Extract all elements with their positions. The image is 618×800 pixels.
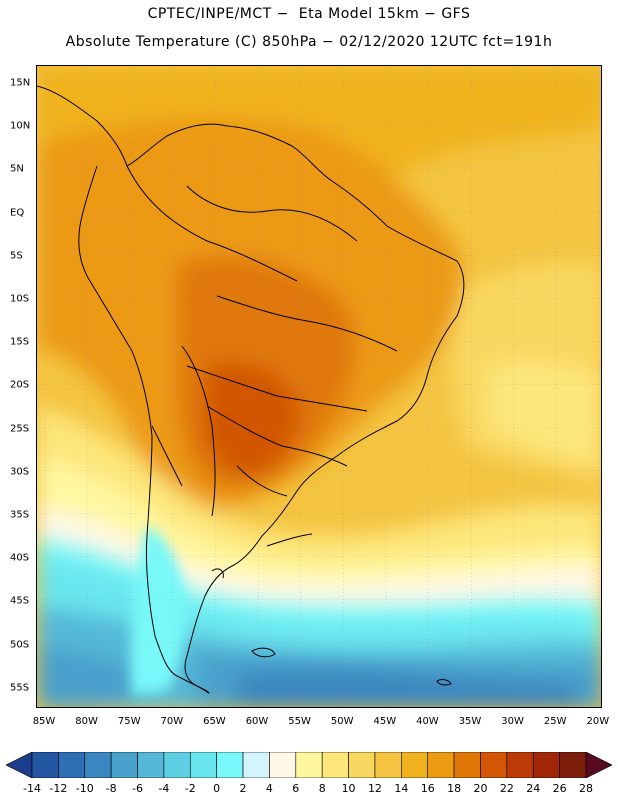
colorbar-tick-label: 18	[447, 782, 462, 795]
colorbar-tick-label: -2	[184, 782, 196, 795]
colorbar-tick-label: 22	[499, 782, 514, 795]
colorbar-tick-label: 28	[579, 782, 593, 795]
colorbar-tick-label: 2	[239, 782, 247, 795]
lat-label: 50S	[10, 639, 30, 651]
colorbar-tick-label: -10	[75, 782, 94, 795]
colorbar-swatch	[506, 752, 534, 778]
colorbar-swatch	[137, 752, 165, 778]
colorbar-swatch	[242, 752, 270, 778]
temperature-map	[36, 65, 602, 708]
lon-label: 70W	[160, 716, 184, 727]
lon-label: 55W	[288, 716, 311, 727]
temperature-field	[37, 66, 601, 707]
colorbar-swatch	[401, 752, 429, 778]
colorbar-swatch	[480, 752, 508, 778]
colorbar-swatch	[427, 752, 455, 778]
colorbar-swatch	[532, 752, 560, 778]
colorbar-tick-label: 6	[292, 782, 300, 795]
lat-label: 10S	[10, 293, 30, 305]
lat-label: 15N	[10, 77, 31, 89]
lon-label: 30W	[501, 716, 524, 727]
map-title-line-2: Absolute Temperature (C) 850hPa − 02/12/…	[65, 34, 553, 50]
lon-label: 60W	[245, 716, 269, 727]
colorbar-swatch	[163, 752, 191, 778]
lon-label: 85W	[32, 716, 56, 727]
colorbar-arrow-high	[585, 752, 612, 778]
colorbar-tick-label: 8	[318, 782, 326, 795]
colorbar-tick-label: 12	[367, 782, 382, 795]
colorbar-swatch	[84, 752, 112, 778]
colorbar-swatch	[31, 752, 59, 778]
colorbar-tick-label: 26	[552, 782, 567, 795]
colorbar-tick-label: 10	[341, 782, 356, 795]
lat-label: 15S	[10, 336, 30, 348]
colorbar-swatch	[559, 752, 587, 778]
colorbar-tick-label: 0	[213, 782, 221, 795]
colorbar-swatch	[374, 752, 402, 778]
lat-label: 55S	[10, 682, 30, 694]
colorbar-swatch	[58, 752, 86, 778]
lat-label: 25S	[10, 423, 30, 435]
lon-label: 25W	[543, 716, 567, 727]
graticule	[37, 66, 601, 707]
lon-label: 40W	[416, 716, 439, 727]
colorbar-swatch	[348, 752, 376, 778]
map-title-line-1: CPTEC/INPE/MCT − Eta Model 15km − GFS	[147, 6, 471, 22]
colorbar-swatch	[189, 752, 217, 778]
colorbar	[6, 752, 612, 778]
colorbar-tick-label: -6	[132, 782, 143, 795]
lat-label: 40S	[10, 552, 30, 564]
colorbar-tick-label: -14	[23, 782, 41, 795]
lat-label: 20S	[10, 379, 30, 391]
colorbar-tick-label: 16	[420, 782, 435, 795]
lon-label: 35W	[458, 716, 482, 727]
colorbar-tick-label: -4	[158, 782, 170, 795]
lat-label: 10N	[10, 120, 31, 132]
colorbar-swatch	[321, 752, 349, 778]
colorbar-swatch	[216, 752, 244, 778]
lat-label: EQ	[10, 207, 25, 219]
colorbar-tick-label: -12	[49, 782, 68, 795]
lon-label: 75W	[117, 716, 141, 727]
lat-label: 45S	[10, 595, 30, 607]
lat-label: 30S	[10, 466, 30, 478]
colorbar-swatch	[453, 752, 481, 778]
colorbar-tick-label: 14	[394, 782, 409, 795]
colorbar-tick-label: 24	[526, 782, 541, 795]
lat-label: 5S	[10, 250, 23, 262]
colorbar-swatch	[269, 752, 297, 778]
lat-label: 35S	[10, 509, 30, 521]
lon-label: 45W	[373, 716, 397, 727]
colorbar-tick-label: 20	[473, 782, 488, 795]
lon-label: 80W	[75, 716, 98, 727]
lon-label: 65W	[203, 716, 226, 727]
lon-label: 20W	[586, 716, 610, 727]
colorbar-swatch	[110, 752, 138, 778]
colorbar-tick-label: -8	[105, 782, 117, 795]
colorbar-arrow-low	[6, 752, 33, 778]
colorbar-tick-label: 4	[265, 782, 273, 795]
colorbar-swatch	[295, 752, 323, 778]
lon-label: 50W	[330, 716, 354, 727]
lat-label: 5N	[10, 163, 24, 175]
